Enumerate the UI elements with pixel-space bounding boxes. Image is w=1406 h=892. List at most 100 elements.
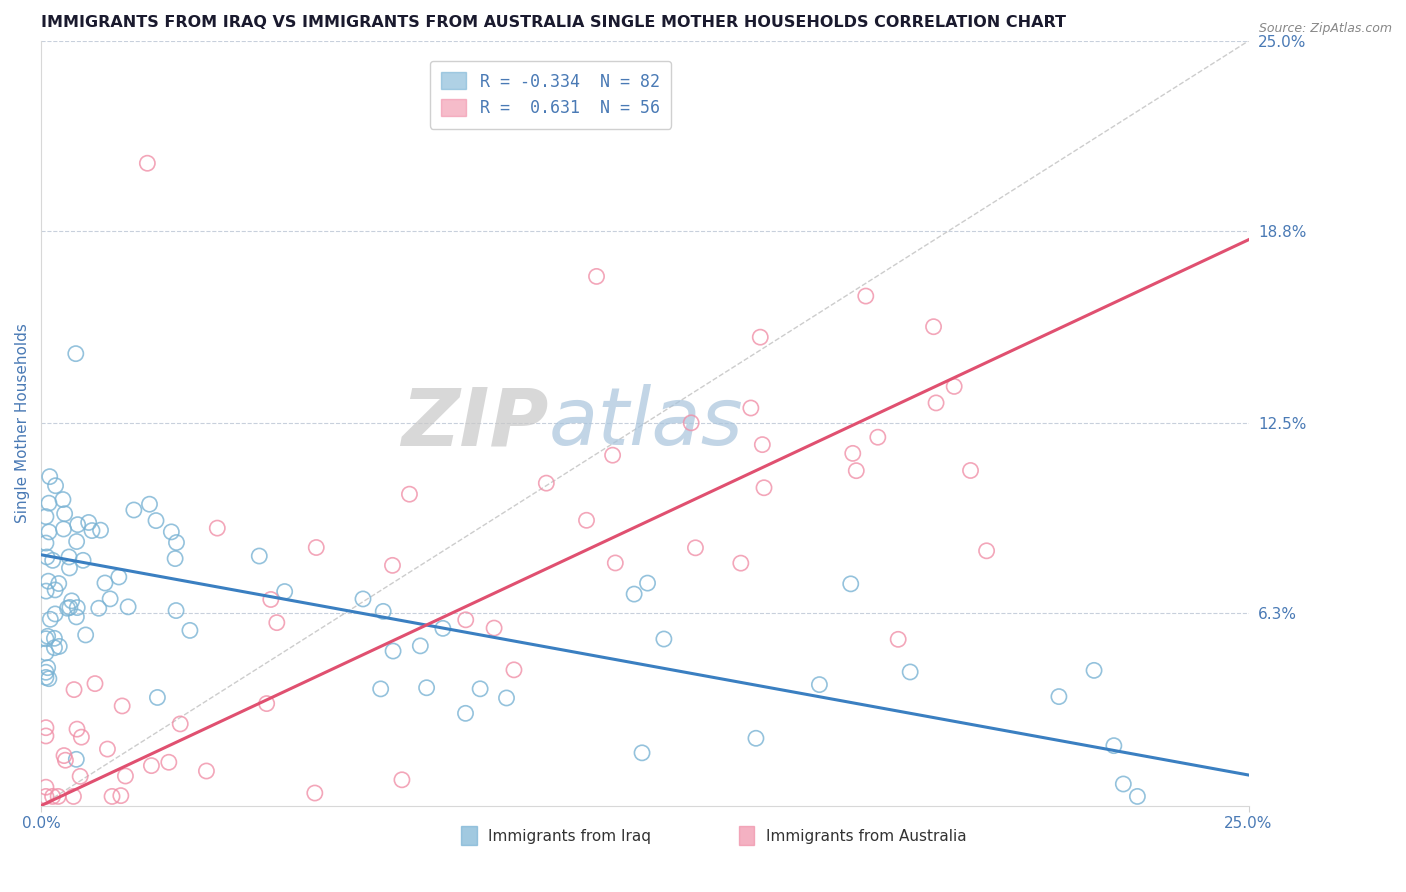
Point [53,507,76,521]
Point [48,640,70,654]
Bar [461,826,477,846]
Point [304,786,326,800]
Point [37,660,59,674]
Point [1083,664,1105,678]
Point [808,677,831,691]
Point [35,721,58,735]
Point [35,670,58,684]
Point [381,558,404,573]
Point [169,717,191,731]
Point [44,640,66,655]
Point [454,706,477,721]
Point [925,396,948,410]
Text: IMMIGRANTS FROM IRAQ VS IMMIGRANTS FROM AUSTRALIA SINGLE MOTHER HOUSEHOLDS CORRE: IMMIGRANTS FROM IRAQ VS IMMIGRANTS FROM … [41,15,1066,30]
Point [976,543,998,558]
Point [943,379,966,393]
Point [373,604,395,618]
Point [745,731,768,746]
Point [35,584,58,599]
Point [146,690,169,705]
Point [111,698,134,713]
Point [80,524,103,538]
Point [482,621,505,635]
Point [41,553,63,567]
Point [260,592,283,607]
Point [66,517,89,532]
Point [87,601,110,615]
Point [409,639,432,653]
Point [60,594,83,608]
Point [72,553,94,567]
Point [536,476,558,491]
Point [752,481,775,495]
Text: atlas: atlas [548,384,742,462]
Point [101,789,124,804]
Point [58,549,80,564]
Point [35,509,58,524]
Point [66,722,89,736]
Point [35,665,58,680]
Point [59,600,82,615]
Point [35,646,58,660]
Point [35,536,58,550]
Point [65,346,87,360]
Point [37,574,59,589]
Point [247,549,270,563]
Point [623,587,645,601]
Point [65,534,87,549]
Point [602,448,624,462]
Point [38,496,60,510]
Point [959,463,981,477]
Point [69,769,91,783]
Point [55,753,77,767]
Point [839,577,862,591]
Point [1102,739,1125,753]
Point [179,624,201,638]
Point [46,789,69,804]
Point [575,513,598,527]
Point [503,663,526,677]
Point [35,549,58,564]
Point [141,758,163,772]
Legend: R = -0.334  N = 82, R =  0.631  N = 56: R = -0.334 N = 82, R = 0.631 N = 56 [430,61,672,128]
Point [266,615,288,630]
Point [108,570,131,584]
Point [454,613,477,627]
Point [1047,690,1070,704]
Point [855,289,877,303]
Point [110,789,132,803]
Point [136,156,159,170]
Point [382,644,405,658]
Point [165,551,187,566]
Point [157,756,180,770]
Point [75,628,97,642]
Point [432,621,454,635]
Point [94,576,117,591]
Point [160,524,183,539]
Point [391,772,413,787]
Point [468,681,491,696]
Point [415,681,437,695]
Point [44,607,66,621]
Point [65,752,87,766]
Point [749,330,772,344]
Point [35,780,58,795]
Point [114,769,136,783]
Point [305,541,328,555]
Point [842,446,865,460]
Point [585,269,607,284]
Text: Immigrants from Australia: Immigrants from Australia [766,829,966,844]
Point [77,516,100,530]
Point [35,789,58,804]
Point [256,697,278,711]
Point [65,610,87,624]
Point [35,632,58,646]
Point [37,629,59,643]
Point [41,789,63,804]
Point [44,632,66,646]
Point [98,591,121,606]
Point [898,665,921,679]
Point [495,690,517,705]
Point [398,487,420,501]
Point [887,632,910,647]
